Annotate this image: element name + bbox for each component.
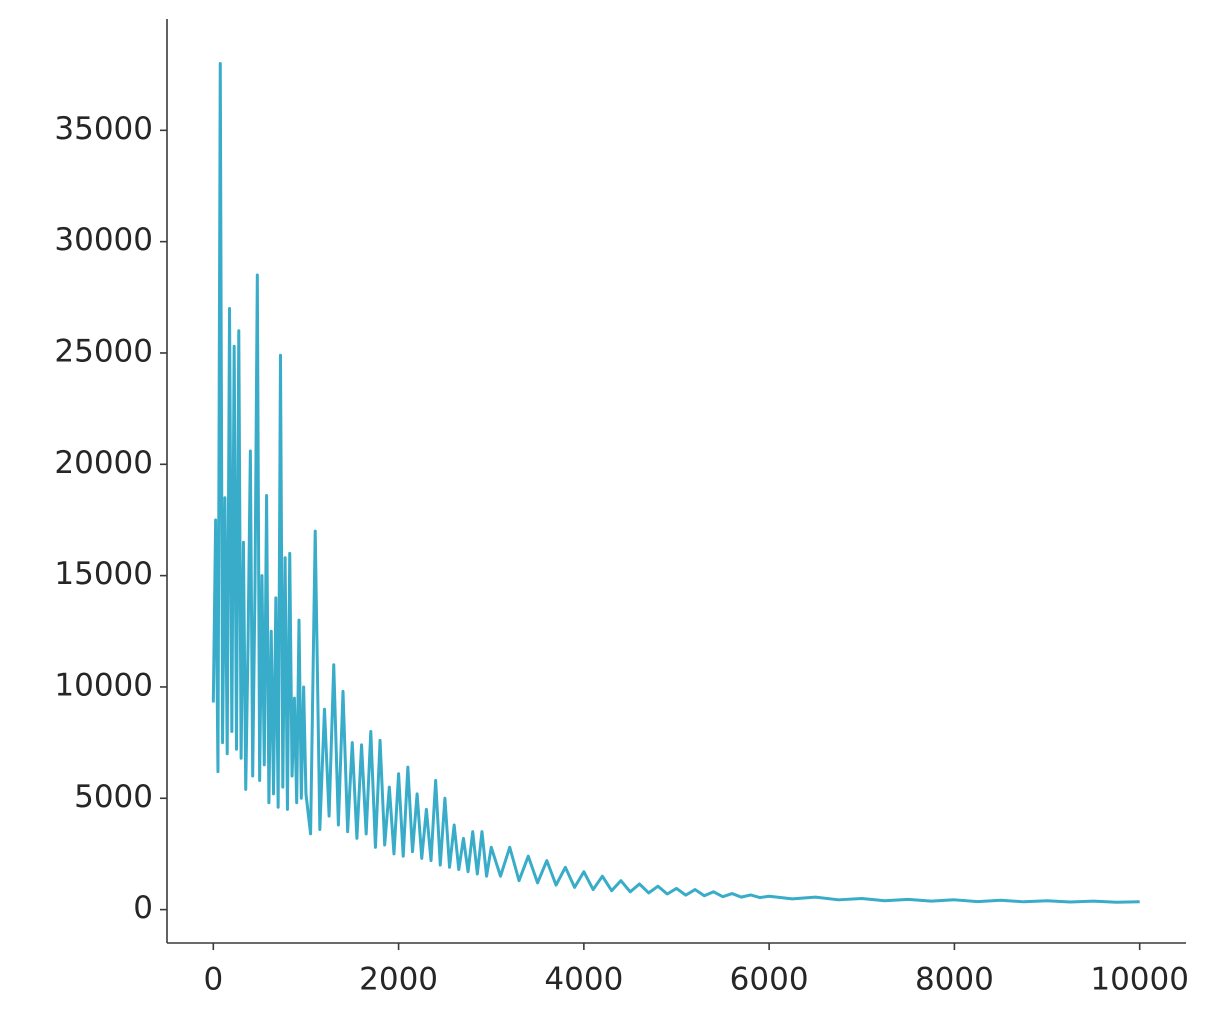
y-tick-label: 0 xyxy=(133,890,153,926)
y-tick-label: 25000 xyxy=(54,333,153,369)
x-tick-label: 10000 xyxy=(1090,962,1189,998)
y-tick-label: 30000 xyxy=(54,222,153,258)
y-tick-label: 5000 xyxy=(74,779,153,815)
y-tick-label: 10000 xyxy=(54,667,153,703)
x-tick-label: 8000 xyxy=(915,962,994,998)
data-line xyxy=(211,62,1140,904)
x-tick-label: 0 xyxy=(203,962,223,998)
y-tick-label: 20000 xyxy=(54,445,153,481)
x-tick-label: 2000 xyxy=(359,962,438,998)
x-tick-label: 6000 xyxy=(730,962,809,998)
y-tick-label: 35000 xyxy=(54,111,153,147)
y-tick-label: 15000 xyxy=(54,556,153,592)
x-tick-label: 4000 xyxy=(544,962,623,998)
